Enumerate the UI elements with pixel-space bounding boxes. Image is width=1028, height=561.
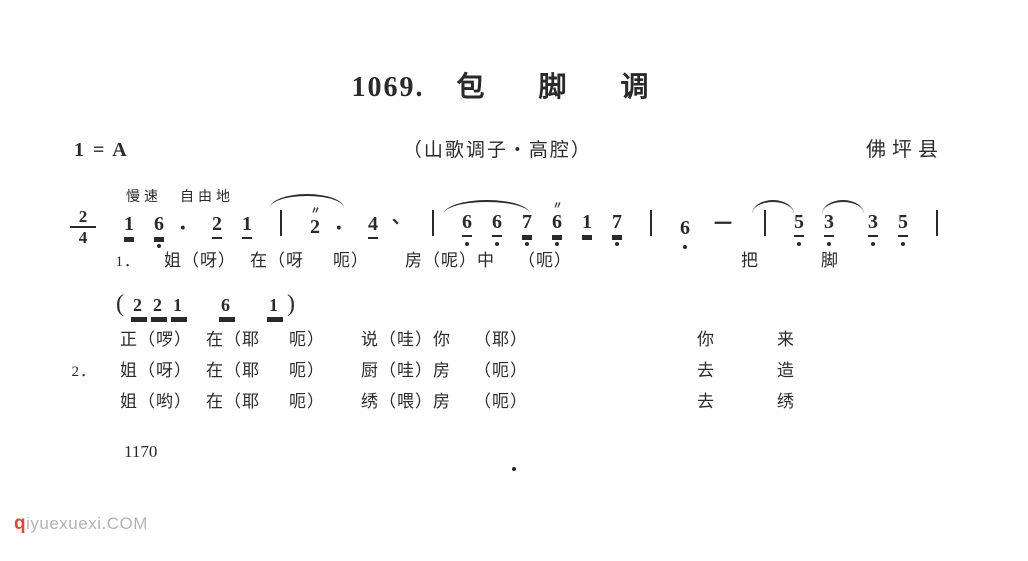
lyric-syll: 呃）	[312, 246, 390, 271]
verse-number: 2．	[70, 360, 114, 381]
lyric-syll: 姐（呀）	[114, 356, 198, 381]
lyric-syll: 去	[656, 387, 756, 412]
title-char-2: 脚	[538, 65, 568, 105]
grace-note: 6	[219, 295, 235, 319]
subtitle: （山歌调子・高腔）	[403, 135, 592, 162]
measure-2: 〃2 ． 4 、	[300, 210, 414, 239]
lyric-syll: 在（耶	[198, 356, 268, 381]
lyric-syll: 正（啰）	[114, 325, 198, 350]
lyric-syll: 你	[656, 325, 756, 350]
time-signature: 2 4	[70, 208, 96, 246]
title-number: 1069.	[351, 72, 424, 103]
grace-note: 1	[171, 295, 187, 319]
time-sig-den: 4	[70, 226, 96, 246]
lyric-syll: 造	[756, 356, 816, 381]
note: 5	[896, 211, 910, 237]
note: 1	[580, 211, 594, 237]
lyric-syll: 来	[756, 325, 816, 350]
lyric-syll: 绣	[756, 387, 816, 412]
lyric-syll: 说（哇）你	[346, 325, 466, 350]
note: 7	[520, 211, 534, 237]
lyric-syll: （呃）	[466, 356, 536, 381]
lyric-syll: 在（呀	[242, 246, 312, 271]
measure-3: 6 6 7 〃6 1 7	[452, 211, 632, 237]
note: 1	[240, 213, 254, 239]
dot: ．	[334, 206, 354, 235]
barline	[280, 210, 282, 236]
note: 2	[210, 213, 224, 239]
lyric-syll: 去	[656, 356, 756, 381]
grace-note-line: (22161)	[70, 291, 958, 319]
barline	[432, 210, 434, 236]
note: 4	[366, 213, 380, 239]
title: 1069. 包 脚 调	[70, 65, 958, 105]
paren-close: )	[287, 291, 298, 317]
note: 3	[822, 211, 836, 237]
lyric-syll: （耶）	[466, 325, 536, 350]
lyric-syll: 姐（呀）	[158, 246, 242, 271]
dash: －	[712, 206, 734, 238]
barline	[936, 210, 938, 236]
lyric-syll: 房（呢）中	[390, 246, 510, 271]
lyric-syll: 姐（哟）	[114, 387, 198, 412]
note: 6	[490, 211, 504, 237]
note: 6	[152, 213, 166, 239]
note: 6	[678, 217, 692, 240]
lyric-syll: 厨（哇）房	[346, 356, 466, 381]
origin-county: 佛坪县	[866, 133, 944, 162]
lyric-block: 1． 姐（呀） 在（呀 呃） 房（呢）中 （呃） 把 脚	[114, 246, 958, 271]
measure-4: 6 －	[670, 208, 746, 240]
title-char-3: 调	[621, 65, 651, 105]
time-sig-num: 2	[70, 208, 96, 225]
lyric-syll: 呃）	[268, 325, 346, 350]
score-block: 慢速 自由地 2 4 1 6 ． 2 1 〃2 ． 4 、	[70, 186, 958, 271]
accent-mark: 〃	[311, 202, 320, 217]
lyric-syll: 在（耶	[198, 387, 268, 412]
sub-header: 1 = A （山歌调子・高腔） 佛坪县	[70, 133, 958, 162]
barline	[650, 210, 652, 236]
key-signature: 1 = A	[74, 139, 129, 162]
lyric-block-2: 正（啰） 在（耶 呃） 说（哇）你 （耶） 你 来 2． 姐（呀） 在（耶 呃）…	[70, 325, 958, 412]
lyric-syll: 绣（喂）房	[346, 387, 466, 412]
lyric-row-2: 2． 姐（呀） 在（耶 呃） 厨（哇）房 （呃） 去 造	[70, 356, 958, 381]
lyric-row-2b: 姐（哟） 在（耶 呃） 绣（喂）房 （呃） 去 绣	[70, 387, 958, 412]
watermark: qiyuexuexi.COM	[14, 513, 148, 535]
lyric-syll: 在（耶	[198, 325, 268, 350]
note: 〃2	[308, 216, 322, 239]
staff-row: 1 6 ． 2 1 〃2 ． 4 、 6 6 7 〃6 1 7	[114, 208, 958, 240]
watermark-q: q	[14, 513, 26, 534]
note: 5	[792, 211, 806, 237]
lyric-syll: 呃）	[268, 356, 346, 381]
lyric-syll: 把	[700, 246, 800, 271]
lyric-syll: 脚	[800, 246, 860, 271]
grace-note: 2	[131, 295, 147, 319]
note: 〃6	[550, 211, 564, 237]
note: 6	[460, 211, 474, 237]
measure-5: 5 3 3 5	[784, 211, 918, 237]
lyric-syll: 呃）	[268, 387, 346, 412]
note: 1	[122, 213, 136, 239]
sheet-music-page: 1069.包脚调 1 = A （山歌调子・高腔） 佛坪县 慢速 自由地 2 4 …	[0, 0, 1028, 462]
note: 7	[610, 211, 624, 237]
dot: ．	[178, 206, 198, 235]
breath-mark: 、	[392, 203, 410, 229]
title-char-1: 包	[456, 65, 486, 105]
lyric-row-1b: 正（啰） 在（耶 呃） 说（哇）你 （耶） 你 来	[70, 325, 958, 350]
grace-note: 1	[267, 295, 283, 319]
grace-note: 2	[151, 295, 167, 319]
paren-open: (	[116, 291, 127, 317]
page-number: 1170	[70, 442, 958, 462]
verse-number: 1．	[114, 250, 158, 271]
lyric-row-1: 1． 姐（呀） 在（呀 呃） 房（呢）中 （呃） 把 脚	[114, 246, 958, 271]
accent-mark: 〃	[553, 197, 562, 212]
lyric-syll: （呃）	[510, 246, 580, 271]
note: 3	[866, 211, 880, 237]
measure-1: 1 6 ． 2 1	[114, 210, 262, 239]
lyric-syll: （呃）	[466, 387, 536, 412]
watermark-rest: iyuexuexi.COM	[26, 514, 148, 533]
